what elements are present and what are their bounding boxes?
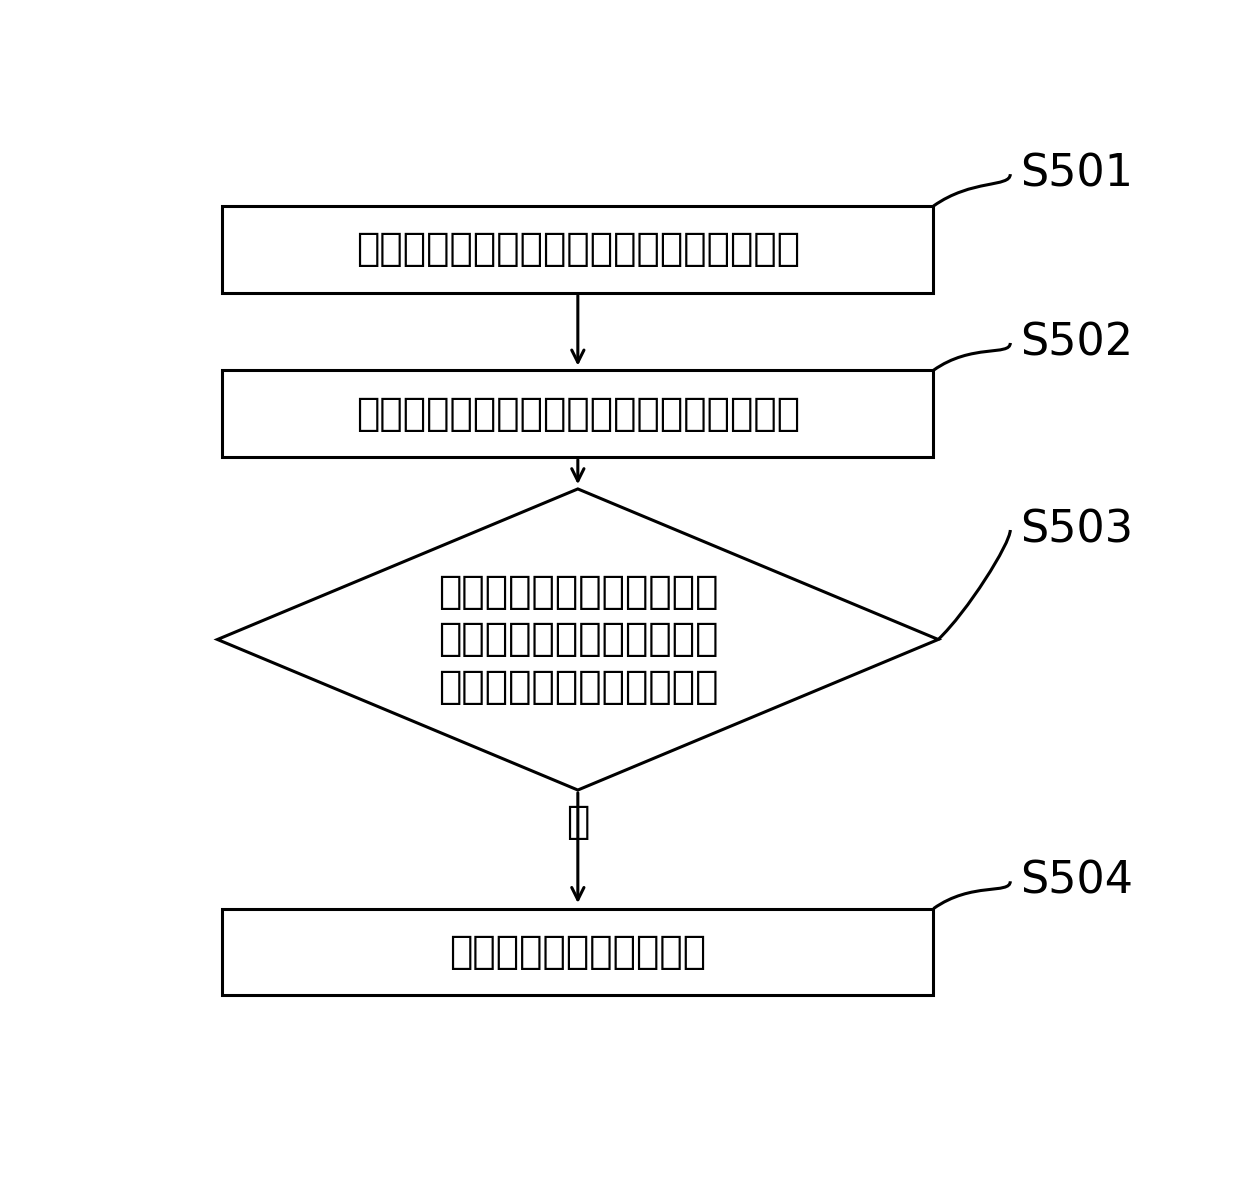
Text: S501: S501 [1019,153,1133,196]
Bar [222,370,934,457]
Polygon shape [217,489,939,790]
Text: 根据车辆运动模型获得车辆到达路口的时间: 根据车辆运动模型获得车辆到达路口的时间 [356,230,800,269]
Bar [222,909,934,995]
Text: S503: S503 [1019,508,1133,551]
Bar [222,206,934,293]
Text: 车辆与行人存在碰撞风险: 车辆与行人存在碰撞风险 [449,933,707,971]
Text: 行人到达路口的时间之间的: 行人到达路口的时间之间的 [438,621,718,659]
Text: 根据行人运动模型获得行人到达路口的时间: 根据行人运动模型获得行人到达路口的时间 [356,395,800,433]
Text: S504: S504 [1019,860,1133,903]
Text: 是: 是 [567,803,589,841]
Text: 时间差是否位于预设范围内: 时间差是否位于预设范围内 [438,668,718,706]
Text: 判断车辆到达路口的时间与: 判断车辆到达路口的时间与 [438,574,718,611]
Text: S502: S502 [1019,321,1133,365]
